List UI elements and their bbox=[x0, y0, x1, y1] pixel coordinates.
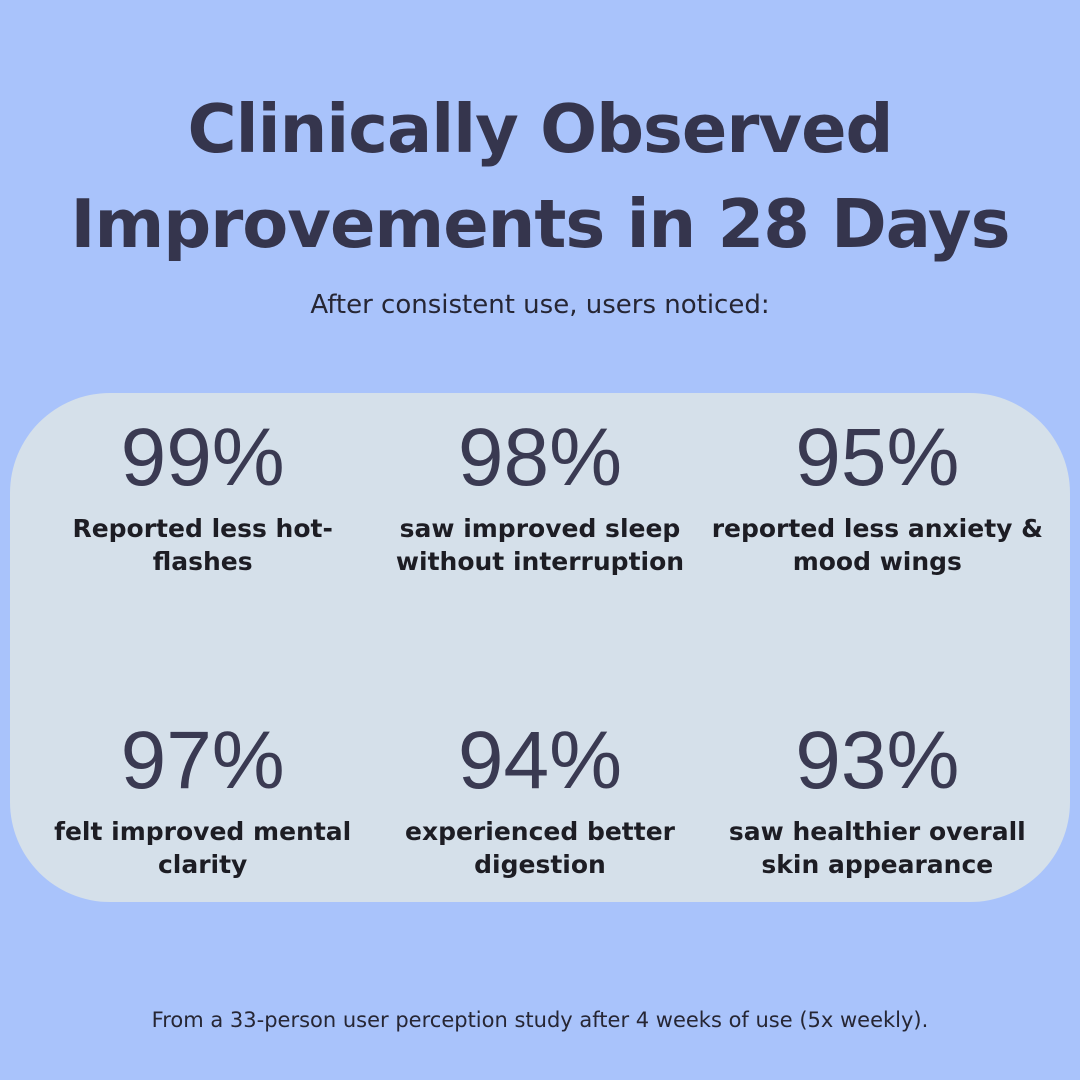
stat-label: saw healthier overall skin appearance bbox=[728, 816, 1026, 879]
stat-hot-flashes: 99% Reported less hot- flashes bbox=[34, 412, 371, 718]
stat-label: Reported less hot- flashes bbox=[72, 513, 333, 576]
stat-less-anxiety: 95% reported less anxiety & mood wings bbox=[709, 412, 1046, 718]
stat-value: 94% bbox=[457, 715, 623, 806]
stat-value: 93% bbox=[795, 715, 960, 806]
stat-improved-sleep: 98% saw improved sleep without interrupt… bbox=[371, 412, 708, 718]
stat-label: experienced better digestion bbox=[404, 816, 675, 879]
stat-label: saw improved sleep without interruption bbox=[395, 513, 685, 576]
stat-value: 99% bbox=[120, 412, 285, 503]
stat-skin-appearance: 93% saw healthier overall skin appearanc… bbox=[709, 715, 1046, 902]
stat-label: felt improved mental clarity bbox=[54, 816, 352, 879]
stat-value: 95% bbox=[795, 412, 960, 503]
stat-value: 98% bbox=[457, 412, 623, 503]
page-title-line1: Clinically Observed bbox=[187, 90, 894, 168]
page-title-line2: Improvements in 28 Days bbox=[70, 185, 1011, 264]
stats-card: 99% Reported less hot- flashes 98% saw i… bbox=[10, 393, 1070, 902]
stat-better-digestion: 94% experienced better digestion bbox=[371, 715, 708, 902]
stat-value: 97% bbox=[120, 715, 285, 806]
study-source-note: From a 33-person user perception study a… bbox=[151, 1008, 929, 1032]
stat-label: reported less anxiety & mood wings bbox=[711, 513, 1043, 576]
page-title: Clinically Observed Improvements in 28 Da… bbox=[0, 82, 1080, 272]
stat-mental-clarity: 97% felt improved mental clarity bbox=[34, 715, 371, 902]
page-subtitle: After consistent use, users noticed: bbox=[310, 290, 770, 320]
